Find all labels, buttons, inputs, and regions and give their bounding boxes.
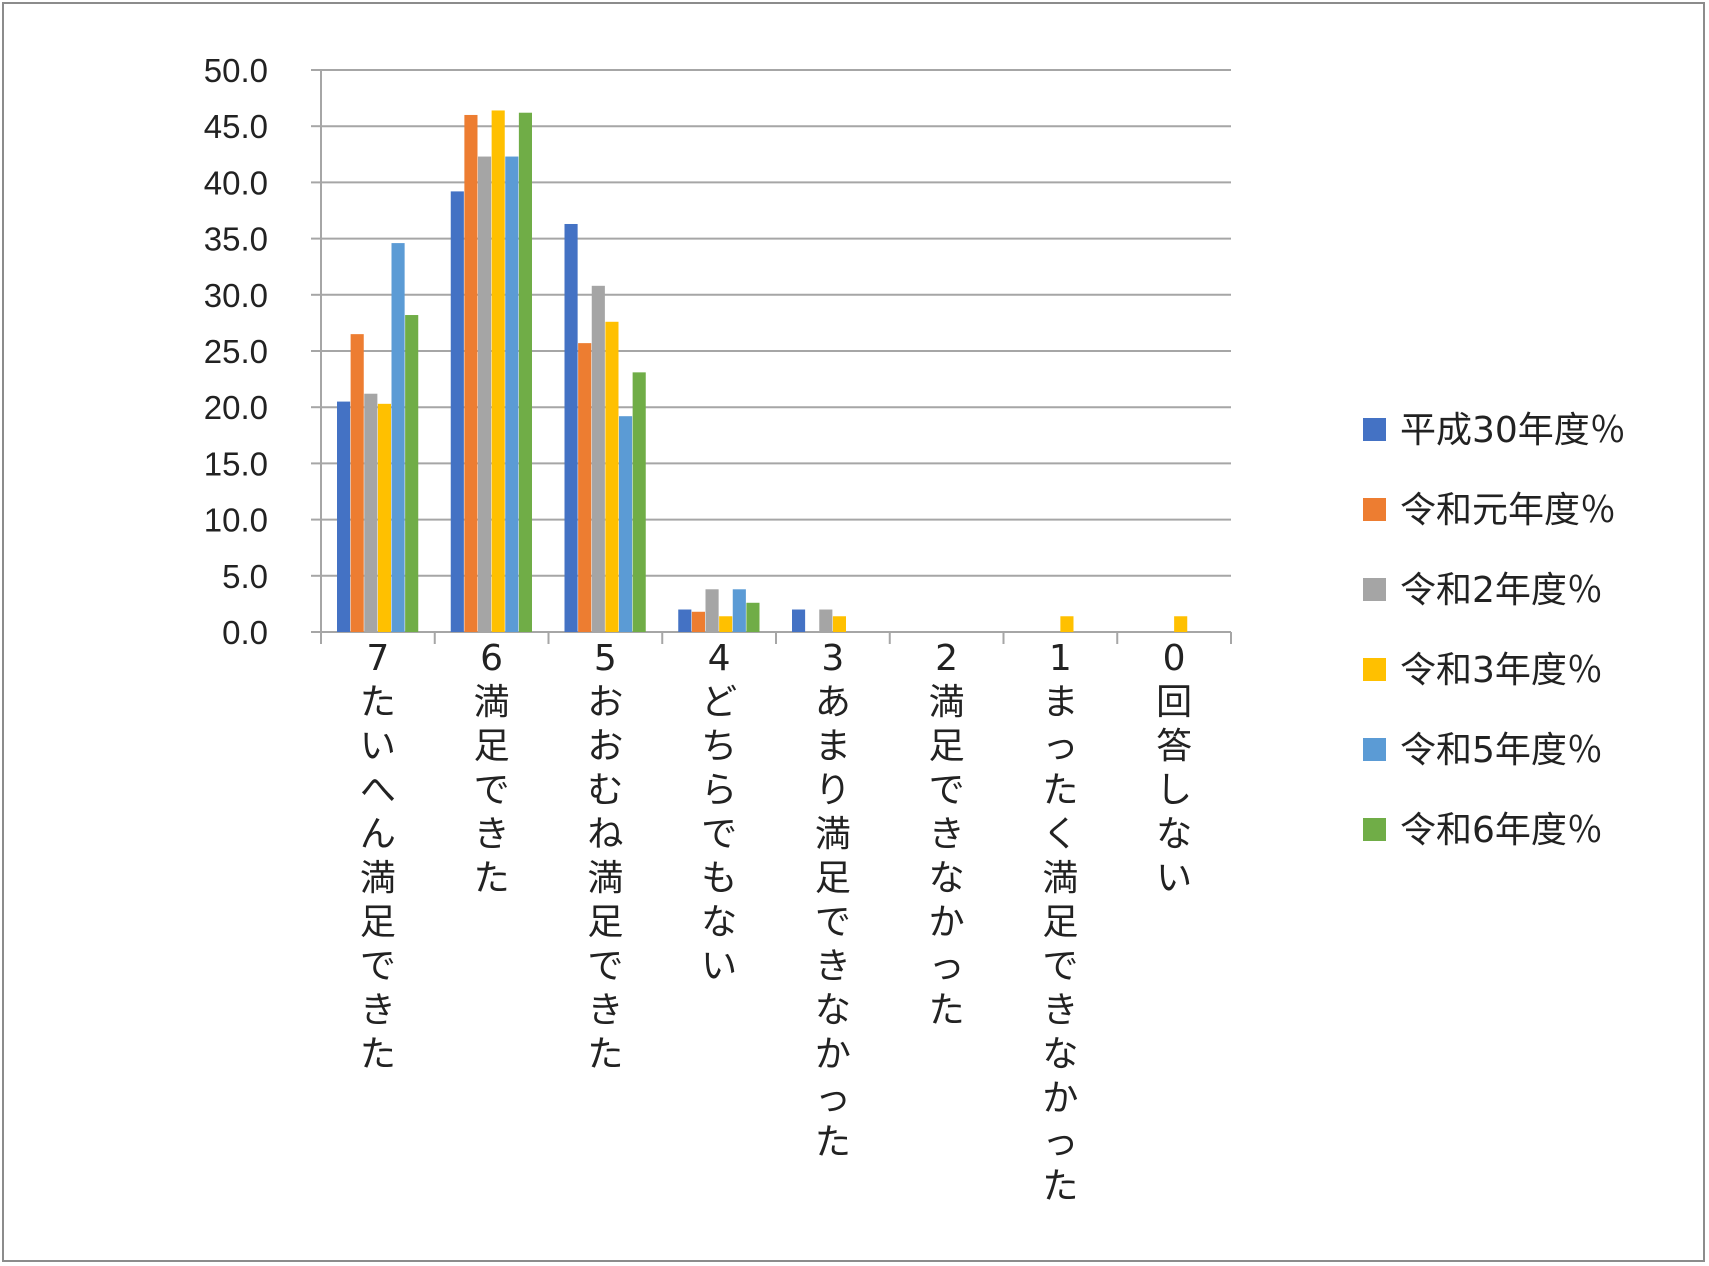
- category-label: 2 満足できなかった: [929, 638, 965, 1031]
- y-tick-label: 30.0: [204, 277, 268, 314]
- y-tick-label: 20.0: [204, 389, 268, 426]
- category-label: 1 まったく満足できなかった: [1042, 638, 1078, 1207]
- y-tick-label: 45.0: [204, 108, 268, 145]
- bar: [337, 401, 351, 632]
- legend-swatch: [1363, 418, 1386, 441]
- legend-swatch: [1363, 738, 1386, 761]
- bar: [619, 416, 633, 632]
- legend-swatch: [1363, 818, 1386, 841]
- bar: [746, 602, 760, 632]
- legend-swatch: [1363, 498, 1386, 521]
- bar: [450, 191, 464, 632]
- bar: [732, 589, 746, 632]
- bar: [678, 609, 692, 632]
- bar: [819, 609, 833, 632]
- bar: [491, 110, 505, 633]
- bar: [1174, 616, 1188, 632]
- legend-swatch: [1363, 658, 1386, 681]
- bar: [350, 334, 364, 632]
- legend-label: 令和6年度％: [1400, 810, 1603, 851]
- legend-label: 平成30年度％: [1400, 410, 1626, 451]
- bar: [719, 616, 733, 632]
- legend-label: 令和3年度％: [1400, 650, 1603, 691]
- category-label: 3 あまり満足できなかった: [815, 638, 851, 1163]
- bar: [832, 616, 846, 632]
- bar: [364, 393, 378, 632]
- y-tick-label: 35.0: [204, 221, 268, 258]
- y-tick-label: 5.0: [222, 558, 268, 595]
- y-tick-label: 40.0: [204, 164, 268, 201]
- y-tick-label: 0.0: [222, 614, 268, 651]
- bar: [564, 223, 578, 632]
- legend-label: 令和元年度％: [1400, 490, 1616, 531]
- category-label: 6 満足できた: [474, 638, 510, 899]
- bar: [405, 315, 419, 632]
- y-tick-label: 25.0: [204, 333, 268, 370]
- bar: [591, 285, 605, 632]
- category-label: 7 たいへん満足できた: [360, 638, 396, 1075]
- bar: [478, 156, 492, 632]
- bar: [518, 112, 532, 633]
- y-tick-label: 10.0: [204, 502, 268, 539]
- bar: [705, 589, 719, 632]
- category-label: 4 どちらでもない: [701, 638, 737, 987]
- bar: [691, 611, 705, 632]
- bar: [1060, 616, 1074, 632]
- bar: [377, 403, 391, 632]
- y-tick-label: 50.0: [204, 52, 268, 89]
- y-tick-label: 15.0: [204, 445, 268, 482]
- bar: [391, 243, 405, 632]
- category-label: 5 おおむね満足できた: [587, 638, 623, 1075]
- category-label: 0 回答しない: [1156, 638, 1192, 899]
- bar: [792, 609, 806, 632]
- bar: [464, 114, 478, 632]
- bar: [505, 156, 519, 632]
- legend-label: 令和2年度％: [1400, 570, 1603, 611]
- legend-label: 令和5年度％: [1400, 730, 1603, 771]
- bar: [578, 343, 592, 632]
- bar: [632, 372, 646, 632]
- bar: [605, 321, 619, 632]
- legend-swatch: [1363, 578, 1386, 601]
